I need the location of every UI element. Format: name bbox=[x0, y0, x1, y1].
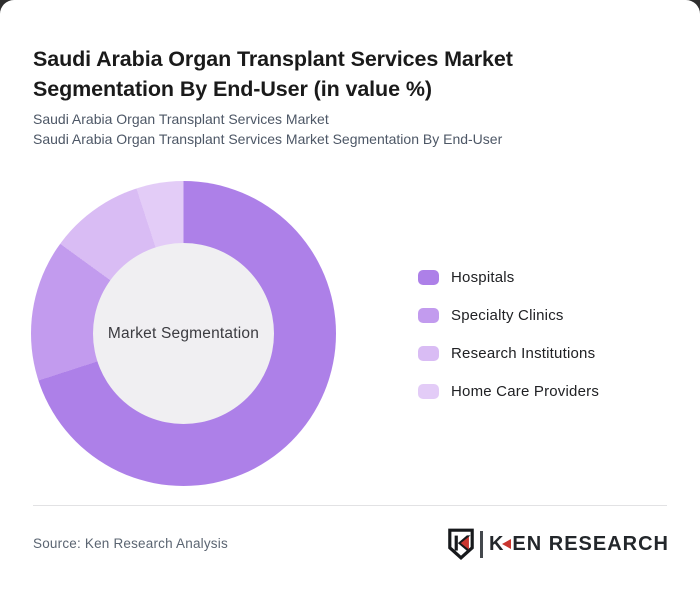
legend-item-home-care-providers[interactable]: Home Care Providers bbox=[418, 382, 599, 400]
donut-chart[interactable]: Market Segmentation bbox=[31, 181, 336, 486]
logo-wordmark: K EN RESEARCH bbox=[489, 533, 669, 556]
chart-legend: Hospitals Specialty Clinics Research Ins… bbox=[418, 268, 599, 420]
logo-red-triangle-icon bbox=[502, 539, 512, 549]
legend-swatch-research-institutions bbox=[418, 345, 439, 361]
logo-rest-text: EN RESEARCH bbox=[512, 532, 669, 555]
legend-swatch-hospitals bbox=[418, 269, 439, 285]
donut-center-label: Market Segmentation bbox=[107, 324, 260, 342]
page-title: Saudi Arabia Organ Transplant Services M… bbox=[33, 47, 513, 102]
legend-label: Home Care Providers bbox=[451, 382, 600, 400]
donut-hole: Market Segmentation bbox=[93, 243, 274, 424]
legend-item-research-institutions[interactable]: Research Institutions bbox=[418, 344, 599, 362]
legend-label: Hospitals bbox=[451, 268, 515, 286]
footer-divider bbox=[33, 505, 667, 506]
legend-swatch-specialty-clinics bbox=[418, 307, 439, 323]
legend-label: Research Institutions bbox=[451, 344, 596, 362]
legend-label: Specialty Clinics bbox=[451, 306, 564, 324]
legend-swatch-home-care-providers bbox=[418, 383, 439, 399]
ken-research-shield-icon bbox=[448, 528, 475, 560]
legend-item-hospitals[interactable]: Hospitals bbox=[418, 268, 599, 286]
subtitle-line-2: Saudi Arabia Organ Transplant Services M… bbox=[33, 130, 503, 147]
logo-divider-bar bbox=[480, 530, 483, 558]
source-text: Source: Ken Research Analysis bbox=[33, 536, 228, 551]
legend-item-specialty-clinics[interactable]: Specialty Clinics bbox=[418, 306, 599, 324]
chart-subtitles: Saudi Arabia Organ Transplant Services M… bbox=[33, 110, 502, 149]
logo-letter-k: K bbox=[488, 532, 505, 555]
subtitle-line-1: Saudi Arabia Organ Transplant Services M… bbox=[33, 111, 329, 127]
ken-research-logo[interactable]: K EN RESEARCH bbox=[447, 528, 669, 560]
